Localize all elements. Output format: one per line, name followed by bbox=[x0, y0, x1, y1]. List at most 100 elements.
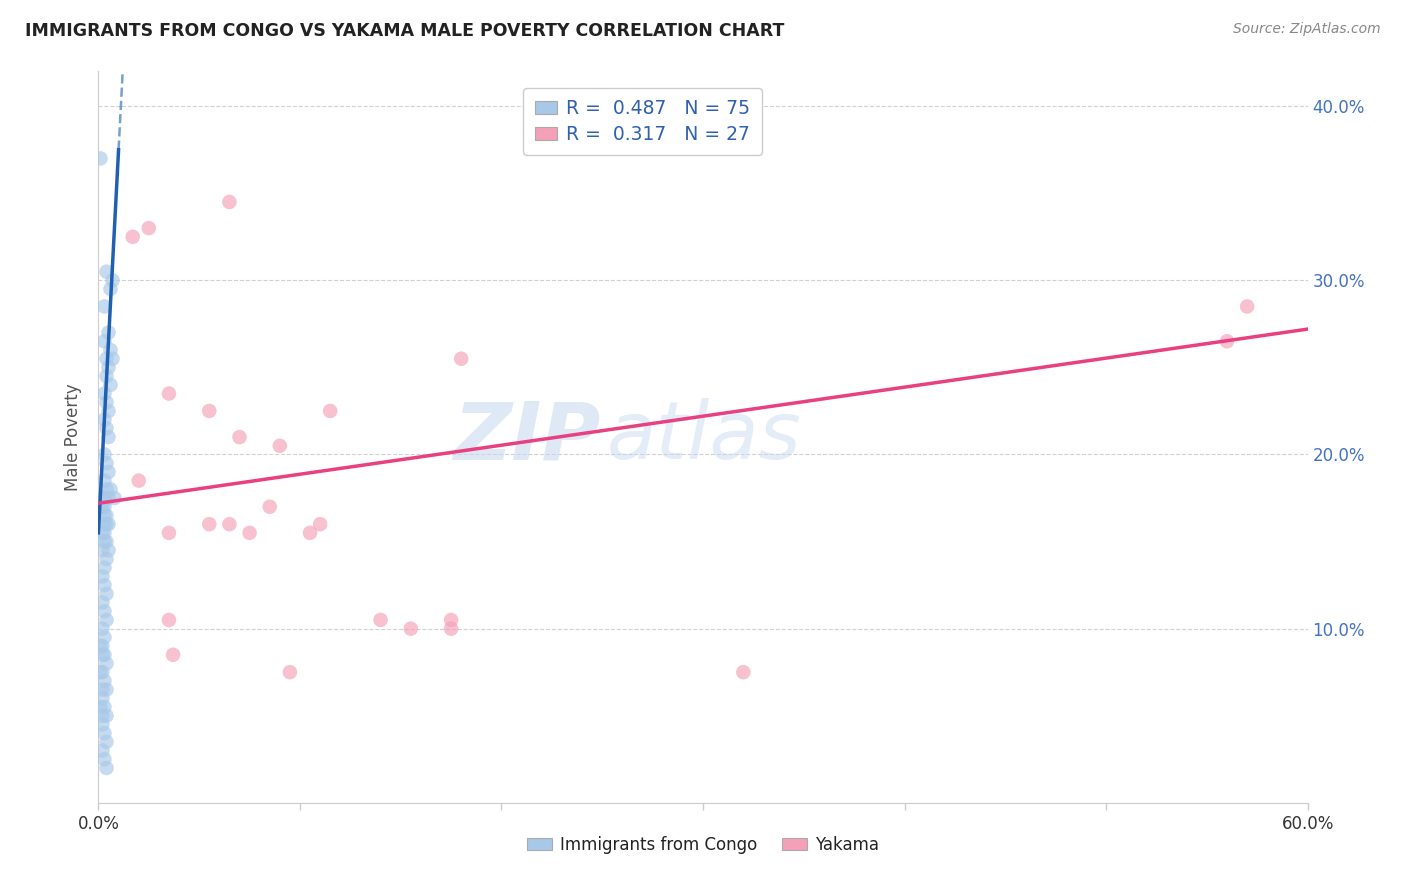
Point bbox=[121, 229, 143, 244]
Point bbox=[97, 491, 120, 505]
Point bbox=[93, 386, 115, 401]
Point bbox=[399, 622, 422, 636]
Point bbox=[97, 326, 120, 340]
Point bbox=[100, 282, 122, 296]
Point bbox=[96, 395, 118, 409]
Point bbox=[89, 639, 111, 653]
Point bbox=[96, 587, 118, 601]
Point bbox=[97, 465, 120, 479]
Point bbox=[450, 351, 472, 366]
Point bbox=[97, 543, 120, 558]
Point bbox=[97, 517, 120, 532]
Point bbox=[93, 752, 115, 766]
Point bbox=[93, 517, 115, 532]
Text: ZIP: ZIP bbox=[453, 398, 600, 476]
Point bbox=[218, 194, 240, 209]
Point bbox=[299, 525, 322, 540]
Point bbox=[370, 613, 392, 627]
Point bbox=[93, 726, 115, 740]
Point bbox=[93, 604, 115, 618]
Point bbox=[138, 221, 160, 235]
Point bbox=[96, 351, 118, 366]
Point bbox=[89, 152, 111, 166]
Point bbox=[101, 351, 124, 366]
Point bbox=[89, 500, 111, 514]
Point bbox=[93, 491, 115, 505]
Point bbox=[93, 508, 115, 523]
Point bbox=[93, 648, 115, 662]
Point bbox=[96, 613, 118, 627]
Point bbox=[218, 517, 240, 532]
Point bbox=[96, 735, 118, 749]
Point bbox=[96, 761, 118, 775]
Point bbox=[91, 708, 114, 723]
Point bbox=[103, 491, 125, 505]
Point bbox=[239, 525, 262, 540]
Point bbox=[100, 343, 122, 357]
Point bbox=[278, 665, 301, 680]
Point bbox=[97, 360, 120, 375]
Point bbox=[93, 474, 115, 488]
Text: IMMIGRANTS FROM CONGO VS YAKAMA MALE POVERTY CORRELATION CHART: IMMIGRANTS FROM CONGO VS YAKAMA MALE POV… bbox=[25, 22, 785, 40]
Point bbox=[96, 508, 118, 523]
Point bbox=[128, 474, 150, 488]
Point bbox=[93, 560, 115, 574]
Point bbox=[269, 439, 291, 453]
Point bbox=[157, 525, 180, 540]
Point bbox=[91, 491, 114, 505]
Point bbox=[96, 552, 118, 566]
Point bbox=[93, 334, 115, 349]
Point bbox=[93, 700, 115, 714]
Point bbox=[100, 377, 122, 392]
Point bbox=[440, 613, 463, 627]
Point bbox=[157, 613, 180, 627]
Point bbox=[93, 500, 115, 514]
Point bbox=[733, 665, 755, 680]
Point bbox=[93, 300, 115, 314]
Point bbox=[1236, 300, 1258, 314]
Point bbox=[228, 430, 250, 444]
Text: Source: ZipAtlas.com: Source: ZipAtlas.com bbox=[1233, 22, 1381, 37]
Point bbox=[91, 525, 114, 540]
Point bbox=[309, 517, 332, 532]
Point bbox=[96, 517, 118, 532]
Point bbox=[91, 500, 114, 514]
Point bbox=[100, 483, 122, 497]
Point bbox=[93, 448, 115, 462]
Point bbox=[96, 483, 118, 497]
Point bbox=[91, 569, 114, 583]
Point bbox=[93, 534, 115, 549]
Point bbox=[96, 682, 118, 697]
Y-axis label: Male Poverty: Male Poverty bbox=[65, 384, 83, 491]
Point bbox=[93, 525, 115, 540]
Point bbox=[1216, 334, 1239, 349]
Legend: Immigrants from Congo, Yakama: Immigrants from Congo, Yakama bbox=[520, 829, 886, 860]
Point bbox=[198, 517, 221, 532]
Point bbox=[93, 578, 115, 592]
Point bbox=[93, 631, 115, 645]
Point bbox=[96, 534, 118, 549]
Point bbox=[91, 543, 114, 558]
Point bbox=[96, 456, 118, 470]
Text: atlas: atlas bbox=[606, 398, 801, 476]
Point bbox=[101, 273, 124, 287]
Point bbox=[91, 682, 114, 697]
Point bbox=[198, 404, 221, 418]
Point bbox=[96, 708, 118, 723]
Point bbox=[259, 500, 281, 514]
Point bbox=[97, 404, 120, 418]
Point bbox=[89, 700, 111, 714]
Point bbox=[96, 369, 118, 384]
Point bbox=[93, 412, 115, 426]
Point bbox=[91, 639, 114, 653]
Point bbox=[162, 648, 184, 662]
Point bbox=[157, 386, 180, 401]
Point bbox=[91, 648, 114, 662]
Point bbox=[96, 657, 118, 671]
Point bbox=[93, 673, 115, 688]
Point bbox=[91, 717, 114, 731]
Point bbox=[89, 665, 111, 680]
Point bbox=[96, 421, 118, 435]
Point bbox=[91, 743, 114, 757]
Point bbox=[91, 595, 114, 609]
